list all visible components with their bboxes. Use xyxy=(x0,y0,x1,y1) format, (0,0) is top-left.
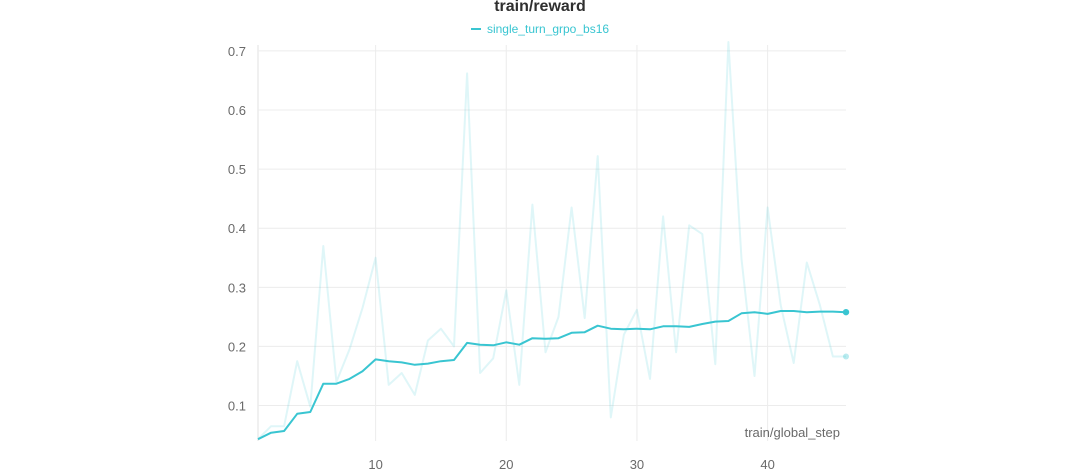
y-tick-label: 0.3 xyxy=(228,280,246,295)
x-tick-label: 10 xyxy=(368,457,382,472)
tick-labels: 0.1 0.2 0.3 0.4 0.5 0.6 0.7 10 20 30 40 xyxy=(228,44,775,472)
y-tick-label: 0.2 xyxy=(228,339,246,354)
x-tick-label: 20 xyxy=(499,457,513,472)
legend-swatch xyxy=(470,27,481,30)
raw-series-end-point xyxy=(843,353,849,360)
legend-label: single_turn_grpo_bs16 xyxy=(486,22,610,36)
grid xyxy=(257,45,846,441)
raw-series xyxy=(257,41,849,440)
y-tick-label: 0.7 xyxy=(228,44,246,59)
y-tick-label: 0.1 xyxy=(228,399,246,414)
raw-series-line xyxy=(257,41,846,440)
smoothed-series xyxy=(257,308,850,441)
y-tick-label: 0.4 xyxy=(228,221,246,236)
y-tick-label: 0.6 xyxy=(228,103,246,118)
x-axis-label: train/global_step xyxy=(745,425,840,440)
y-tick-label: 0.5 xyxy=(228,162,246,177)
chart-title: train/reward xyxy=(494,0,586,15)
smoothed-series-end-point xyxy=(842,308,850,316)
legend[interactable]: single_turn_grpo_bs16 xyxy=(0,22,1080,36)
smoothed-series-line[interactable] xyxy=(257,310,847,441)
x-tick-label: 30 xyxy=(630,457,644,472)
x-tick-label: 40 xyxy=(760,457,774,472)
